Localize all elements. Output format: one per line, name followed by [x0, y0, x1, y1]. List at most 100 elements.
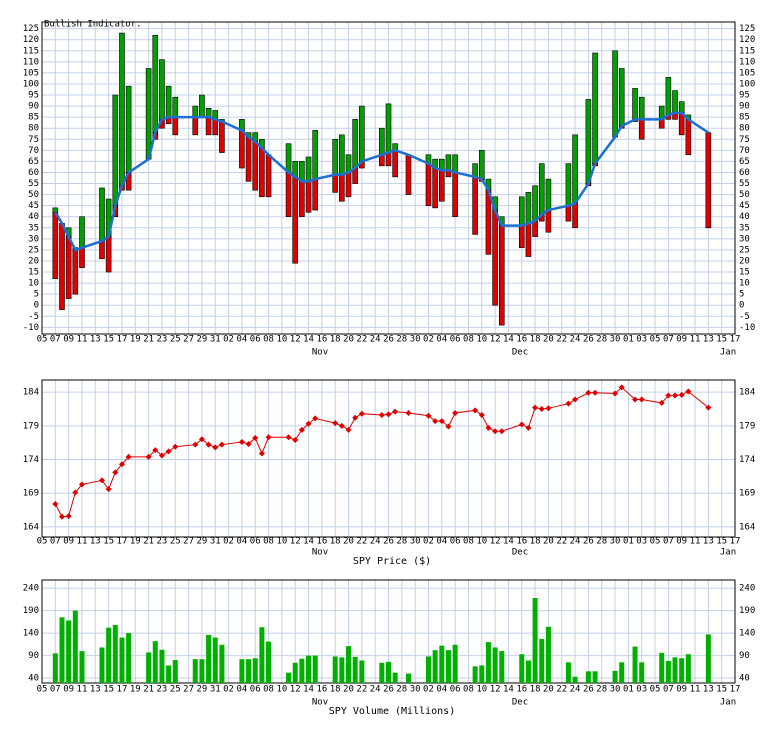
- y-tick-label-right: 125: [739, 24, 755, 34]
- price-marker: [72, 489, 79, 496]
- volume-bar: [199, 659, 205, 683]
- up-bar: [618, 68, 625, 127]
- x-tick-label: 06: [450, 685, 461, 695]
- x-tick-label: 26: [583, 685, 594, 695]
- price-marker: [685, 388, 692, 395]
- price-marker: [472, 407, 479, 414]
- x-tick-label: 06: [450, 537, 461, 547]
- up-bar: [565, 163, 572, 206]
- down-bar: [392, 150, 398, 178]
- volume-bar: [485, 642, 491, 683]
- x-tick-label: 07: [663, 537, 674, 547]
- up-bar: [125, 85, 132, 173]
- price-marker: [312, 415, 319, 422]
- up-bar: [678, 101, 685, 114]
- x-tick-label: 21: [143, 335, 154, 345]
- y-tick-label-right: 110: [739, 57, 755, 67]
- x-tick-label: 02: [423, 685, 434, 695]
- y-tick-label-right: 169: [739, 489, 755, 499]
- down-bar: [205, 116, 212, 136]
- x-tick-label: 16: [316, 335, 327, 345]
- price-marker: [638, 396, 645, 403]
- price-marker: [572, 396, 579, 403]
- price-marker: [478, 412, 485, 419]
- price-marker: [245, 441, 252, 448]
- up-bar: [312, 130, 319, 180]
- up-bar: [545, 178, 552, 211]
- x-tick-label: 21: [143, 537, 154, 547]
- y-tick-label: 85: [28, 113, 39, 123]
- down-bar: [345, 172, 352, 198]
- x-tick-label: 07: [50, 537, 61, 547]
- volume-bar: [152, 641, 158, 683]
- volume-bar: [525, 660, 531, 683]
- price-marker: [205, 441, 212, 448]
- down-bar: [565, 205, 572, 222]
- down-bar: [212, 119, 219, 136]
- y-tick-label-right: 75: [739, 135, 750, 145]
- y-tick-label-right: 105: [739, 68, 755, 78]
- volume-bar: [572, 676, 578, 683]
- up-bar: [672, 90, 678, 114]
- month-label: Jan: [720, 348, 736, 358]
- volume-bar: [519, 654, 525, 683]
- y-tick-label: 40: [28, 212, 39, 222]
- x-tick-label: 24: [570, 537, 581, 547]
- y-tick-label: 10: [28, 279, 39, 289]
- up-bar: [99, 187, 105, 242]
- up-bar: [385, 103, 392, 153]
- up-bar: [379, 127, 385, 156]
- volume-bar: [565, 662, 571, 683]
- x-tick-label: 28: [396, 335, 407, 345]
- volume-bar: [246, 659, 252, 683]
- volume-bar: [352, 656, 358, 683]
- x-tick-label: 26: [383, 335, 394, 345]
- up-bar: [112, 94, 119, 206]
- month-label: Nov: [312, 548, 328, 558]
- x-tick-label: 27: [183, 685, 194, 695]
- x-tick-label: 14: [303, 537, 314, 547]
- volume-bar: [705, 634, 711, 683]
- price-marker: [218, 441, 225, 448]
- x-tick-label: 18: [330, 537, 341, 547]
- price-marker: [632, 396, 639, 403]
- x-tick-label: 12: [490, 685, 501, 695]
- x-tick-label: 29: [197, 335, 208, 345]
- y-tick-label: 240: [23, 584, 39, 594]
- price-marker: [525, 424, 532, 431]
- price-marker: [445, 423, 452, 430]
- x-tick-label: 22: [556, 685, 567, 695]
- up-bar: [205, 107, 212, 118]
- x-tick-label: 30: [410, 537, 421, 547]
- x-tick-label: 28: [596, 335, 607, 345]
- x-tick-label: 17: [117, 685, 128, 695]
- price-line: [54, 386, 709, 518]
- down-bar: [59, 223, 65, 310]
- down-bar: [385, 152, 392, 167]
- x-tick-label: 15: [716, 537, 727, 547]
- x-tick-label: 20: [543, 335, 554, 345]
- x-tick-label: 05: [37, 685, 48, 695]
- x-tick-label: 01: [623, 685, 634, 695]
- y-tick-label-right: 140: [739, 629, 755, 639]
- y-tick-label-right: 80: [739, 124, 750, 134]
- volume-bar: [672, 657, 678, 683]
- y-tick-label: 60: [28, 168, 39, 178]
- y-tick-label-right: 5: [739, 290, 744, 300]
- x-tick-label: 20: [343, 335, 354, 345]
- x-tick-label: 01: [623, 335, 634, 345]
- up-bar: [145, 68, 152, 160]
- y-tick-label-right: 50: [739, 190, 750, 200]
- price-marker: [118, 461, 125, 468]
- up-bar: [472, 163, 478, 178]
- down-bar: [705, 132, 712, 229]
- x-tick-label: 09: [676, 537, 687, 547]
- y-tick-label-right: 85: [739, 113, 750, 123]
- x-tick-label: 10: [276, 335, 287, 345]
- volume-bar: [286, 672, 292, 683]
- price-marker: [672, 392, 679, 399]
- volume-bar: [425, 656, 431, 683]
- down-bar: [252, 141, 259, 191]
- down-bar: [472, 176, 478, 235]
